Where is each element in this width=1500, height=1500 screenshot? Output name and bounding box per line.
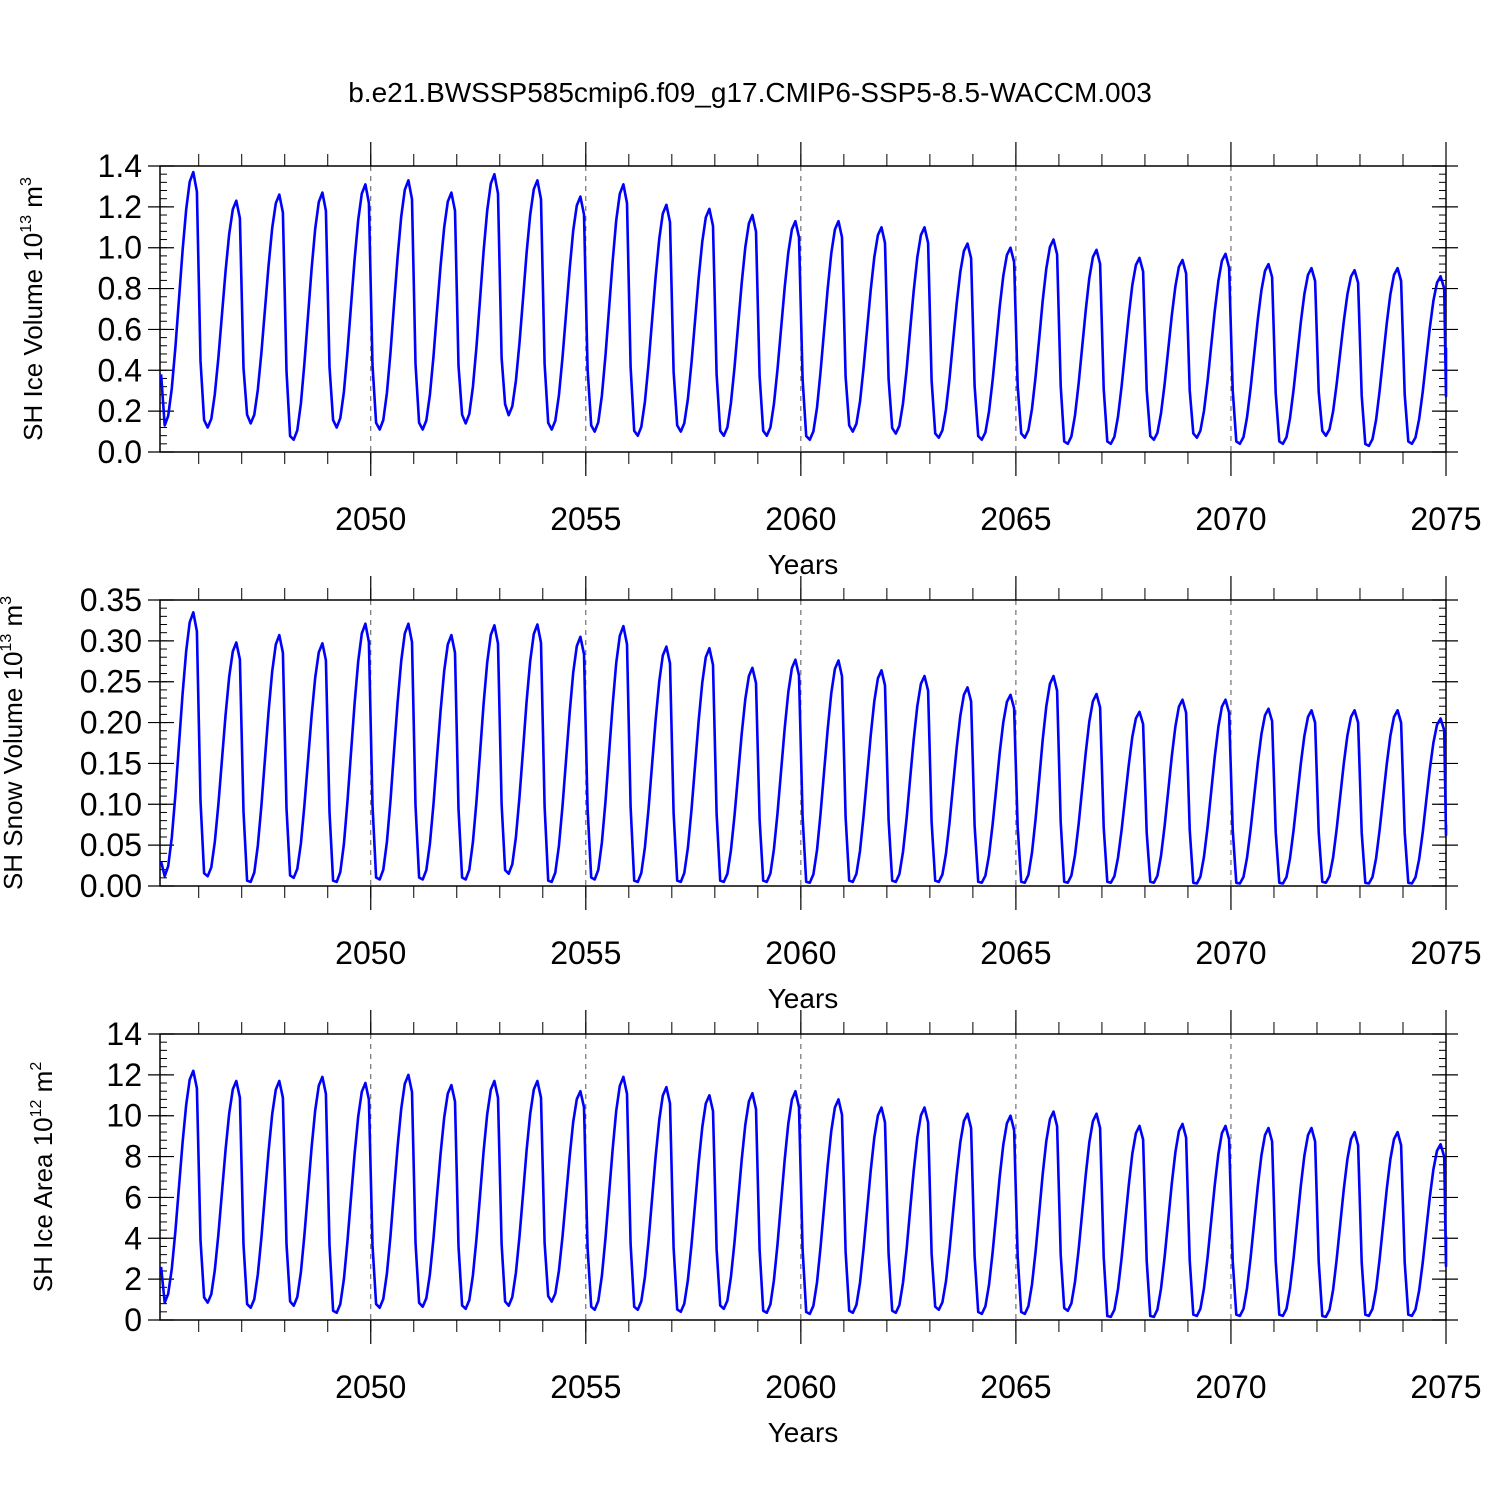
x-tick-label: 2050 (335, 935, 406, 971)
x-tick-label: 2065 (980, 1369, 1051, 1405)
y-tick-label: 0.00 (80, 868, 142, 904)
y-tick-label: 1.2 (98, 189, 142, 225)
y-tick-label: 0.20 (80, 705, 142, 741)
y-tick-label: 0.10 (80, 786, 142, 822)
y-tick-label: 0.2 (98, 393, 142, 429)
x-tick-label: 2070 (1195, 935, 1266, 971)
y-tick-label: 12 (106, 1057, 142, 1093)
x-tick-label: 2060 (765, 501, 836, 537)
y-tick-label: 10 (106, 1098, 142, 1134)
x-tick-label: 2065 (980, 501, 1051, 537)
y-axis-title-snow-volume: SH Snow Volume 1013 m3 (0, 596, 28, 890)
y-tick-label: 2 (124, 1261, 142, 1297)
figure-title: b.e21.BWSSP585cmip6.f09_g17.CMIP6-SSP5-8… (348, 77, 1152, 108)
y-tick-label: 0.25 (80, 664, 142, 700)
x-tick-labels-ice-area: 2050 2055 2060 2065 2070 2075 (335, 1369, 1481, 1405)
y-axis-title-ice-area: SH Ice Area 1012 m2 (28, 1062, 58, 1293)
plot-frame-snow-volume (159, 599, 1447, 887)
y-tick-label: 0.8 (98, 271, 142, 307)
x-tick-label: 2060 (765, 1369, 836, 1405)
y-tick-label: 0.6 (98, 311, 142, 347)
y-tick-label: 0.35 (80, 582, 142, 618)
y-tick-label: 6 (124, 1179, 142, 1215)
x-axis-title-ice-area: Years (768, 1417, 839, 1448)
y-tick-label: 0.30 (80, 623, 142, 659)
x-tick-label: 2055 (550, 935, 621, 971)
x-axis-title-ice-volume: Years (768, 549, 839, 580)
y-tick-label: 0 (124, 1302, 142, 1338)
y-tick-label: 14 (106, 1016, 142, 1052)
x-axis-title-snow-volume: Years (768, 983, 839, 1014)
series-line-ice-area (159, 1069, 1448, 1319)
x-tick-labels-snow-volume: 2050 2055 2060 2065 2070 2075 (335, 935, 1481, 971)
y-tick-label: 1.4 (98, 148, 142, 184)
x-tick-label: 2060 (765, 935, 836, 971)
x-tick-label: 2065 (980, 935, 1051, 971)
series-line-snow-volume (159, 611, 1448, 885)
x-tick-label: 2070 (1195, 1369, 1266, 1405)
x-tick-label: 2055 (550, 1369, 621, 1405)
y-tick-labels-ice-area: 0 2 4 6 8 10 12 14 (106, 1016, 142, 1338)
x-tick-label: 2075 (1410, 935, 1481, 971)
y-tick-labels-snow-volume: 0.00 0.05 0.10 0.15 0.20 0.25 0.30 0.35 (80, 582, 142, 904)
y-tick-label: 8 (124, 1139, 142, 1175)
y-tick-label: 0.0 (98, 434, 142, 470)
y-tick-label: 1.0 (98, 230, 142, 266)
y-tick-label: 0.4 (98, 352, 142, 388)
panel-ice-volume: 0.0 0.2 0.4 0.6 0.8 1.0 1.2 1.4 2050 2055 2060 206… (18, 142, 1482, 580)
y-tick-labels-ice-volume: 0.0 0.2 0.4 0.6 0.8 1.0 1.2 1.4 (98, 148, 142, 470)
x-tick-label: 2050 (335, 501, 406, 537)
y-axis-title-ice-volume: SH Ice Volume 1013 m3 (18, 177, 48, 441)
y-tick-label: 0.15 (80, 745, 142, 781)
x-tick-label: 2075 (1410, 1369, 1481, 1405)
panel-ice-area: 0 2 4 6 8 10 12 14 2050 2055 2060 2065 2070 2075 Yea… (28, 1010, 1482, 1448)
x-tick-labels-ice-volume: 2050 2055 2060 2065 2070 2075 (335, 501, 1481, 537)
x-tick-label: 2070 (1195, 501, 1266, 537)
y-tick-label: 4 (124, 1220, 142, 1256)
y-tick-label: 0.05 (80, 827, 142, 863)
plot-frame-ice-area (159, 1033, 1447, 1321)
x-tick-label: 2075 (1410, 501, 1481, 537)
plot-frame-ice-volume (159, 165, 1447, 453)
x-tick-label: 2050 (335, 1369, 406, 1405)
x-tick-label: 2055 (550, 501, 621, 537)
series-line-ice-volume (159, 170, 1448, 448)
panel-snow-volume: 0.000.050.100.150.200.250.300.35 2050 205… (0, 576, 1482, 1014)
